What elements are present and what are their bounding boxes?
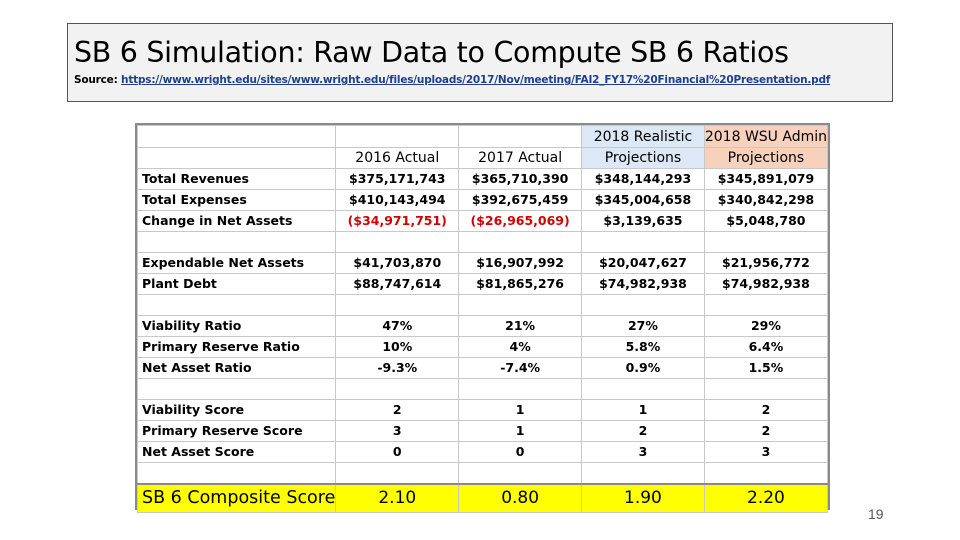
table-cell: 1 [458, 420, 583, 442]
header-2018-realistic-top: 2018 Realistic [581, 125, 705, 148]
table-cell: 1.5% [703, 357, 829, 379]
table-cell: $16,907,992 [458, 252, 583, 274]
page-number: 19 [868, 506, 884, 522]
row-label: Primary Reserve Score [136, 420, 337, 442]
row-label: Total Revenues [136, 168, 337, 190]
slide-title: SB 6 Simulation: Raw Data to Compute SB … [74, 36, 789, 69]
header-2017: 2017 Actual [458, 147, 583, 169]
table-row-primary-reserve-score: Primary Reserve Score 3 1 2 2 [136, 420, 829, 442]
table-cell: $392,675,459 [458, 189, 583, 211]
table-cell: $348,144,293 [581, 168, 705, 190]
table-row-total-expenses: Total Expenses $410,143,494 $392,675,459… [136, 189, 829, 211]
table-row-viability-ratio: Viability Ratio 47% 21% 27% 29% [136, 315, 829, 337]
row-label: Plant Debt [136, 273, 337, 295]
header-2018-admin: Projections [703, 147, 829, 169]
row-label: Change in Net Assets [136, 210, 337, 232]
table-cell: $81,865,276 [458, 273, 583, 295]
spacer-row [136, 462, 829, 485]
table-cell: $340,842,298 [703, 189, 829, 211]
ratios-table: 2018 Realistic 2018 WSU Admin 2016 Actua… [136, 125, 829, 513]
source-link[interactable]: https://www.wright.edu/sites/www.wright.… [121, 74, 831, 86]
spacer-row [136, 231, 829, 253]
row-label: Expendable Net Assets [136, 252, 337, 274]
table-row-change-net-assets: Change in Net Assets ($34,971,751) ($26,… [136, 210, 829, 232]
table-cell: 21% [458, 315, 583, 337]
header-2018-realistic: Projections [581, 147, 705, 169]
table-cell: 47% [335, 315, 460, 337]
table-cell: 6.4% [703, 336, 829, 358]
table-cell: $375,171,743 [335, 168, 460, 190]
table-cell: $365,710,390 [458, 168, 583, 190]
spacer-row [136, 378, 829, 400]
spreadsheet-image: 2018 Realistic 2018 WSU Admin 2016 Actua… [135, 123, 830, 513]
composite-score-cell: 2.10 [335, 483, 460, 513]
row-label: SB 6 Composite Score [136, 483, 337, 513]
table-cell: 2 [703, 420, 829, 442]
table-cell: 4% [458, 336, 583, 358]
title-box: SB 6 Simulation: Raw Data to Compute SB … [67, 23, 893, 102]
table-cell: 0 [335, 441, 460, 463]
table-cell: $21,956,772 [703, 252, 829, 274]
spacer-row [136, 294, 829, 316]
header-corner [136, 147, 337, 169]
header-2016-top [335, 125, 460, 148]
table-cell: 2 [581, 420, 705, 442]
table-cell: $74,982,938 [581, 273, 705, 295]
table-row-net-asset-score: Net Asset Score 0 0 3 3 [136, 441, 829, 463]
row-label: Net Asset Score [136, 441, 337, 463]
composite-score-cell: 2.20 [703, 483, 829, 513]
table-row-net-asset-ratio: Net Asset Ratio -9.3% -7.4% 0.9% 1.5% [136, 357, 829, 379]
header-row: 2016 Actual 2017 Actual Projections Proj… [136, 147, 829, 169]
row-label: Viability Ratio [136, 315, 337, 337]
table-cell: 3 [581, 441, 705, 463]
table-cell: 10% [335, 336, 460, 358]
table-cell: 0.9% [581, 357, 705, 379]
table-cell: 2 [703, 399, 829, 421]
composite-score-cell: 0.80 [458, 483, 583, 513]
table-cell: 1 [458, 399, 583, 421]
table-cell: 1 [581, 399, 705, 421]
table-cell: 3 [703, 441, 829, 463]
table-cell-negative: ($34,971,751) [335, 210, 460, 232]
table-cell: 2 [335, 399, 460, 421]
header-corner-top [136, 125, 337, 148]
table-row-plant-debt: Plant Debt $88,747,614 $81,865,276 $74,9… [136, 273, 829, 295]
row-label: Viability Score [136, 399, 337, 421]
composite-score-cell: 1.90 [581, 483, 705, 513]
source-line: Source: https://www.wright.edu/sites/www… [74, 74, 830, 86]
table-cell: $5,048,780 [703, 210, 829, 232]
row-label: Net Asset Ratio [136, 357, 337, 379]
table-cell: $41,703,870 [335, 252, 460, 274]
table-cell: 29% [703, 315, 829, 337]
source-label: Source: [74, 74, 118, 86]
header-2017-top [458, 125, 583, 148]
table-cell: $20,047,627 [581, 252, 705, 274]
row-label: Total Expenses [136, 189, 337, 211]
table-row-expendable-net-assets: Expendable Net Assets $41,703,870 $16,90… [136, 252, 829, 274]
header-row-top: 2018 Realistic 2018 WSU Admin [136, 125, 829, 148]
table-cell: $88,747,614 [335, 273, 460, 295]
table-row-composite-score: SB 6 Composite Score 2.10 0.80 1.90 2.20 [136, 483, 829, 513]
table-cell: $3,139,635 [581, 210, 705, 232]
table-cell: -9.3% [335, 357, 460, 379]
row-label: Primary Reserve Ratio [136, 336, 337, 358]
table-cell: -7.4% [458, 357, 583, 379]
table-row-total-revenues: Total Revenues $375,171,743 $365,710,390… [136, 168, 829, 190]
table-cell: 27% [581, 315, 705, 337]
table-cell: $410,143,494 [335, 189, 460, 211]
header-2016: 2016 Actual [335, 147, 460, 169]
table-row-primary-reserve-ratio: Primary Reserve Ratio 10% 4% 5.8% 6.4% [136, 336, 829, 358]
table-cell: 5.8% [581, 336, 705, 358]
table-cell-negative: ($26,965,069) [458, 210, 583, 232]
table-cell: 0 [458, 441, 583, 463]
table-cell: $345,891,079 [703, 168, 829, 190]
header-2018-admin-top: 2018 WSU Admin [703, 125, 829, 148]
table-cell: 3 [335, 420, 460, 442]
table-row-viability-score: Viability Score 2 1 1 2 [136, 399, 829, 421]
table-cell: $345,004,658 [581, 189, 705, 211]
table-cell: $74,982,938 [703, 273, 829, 295]
